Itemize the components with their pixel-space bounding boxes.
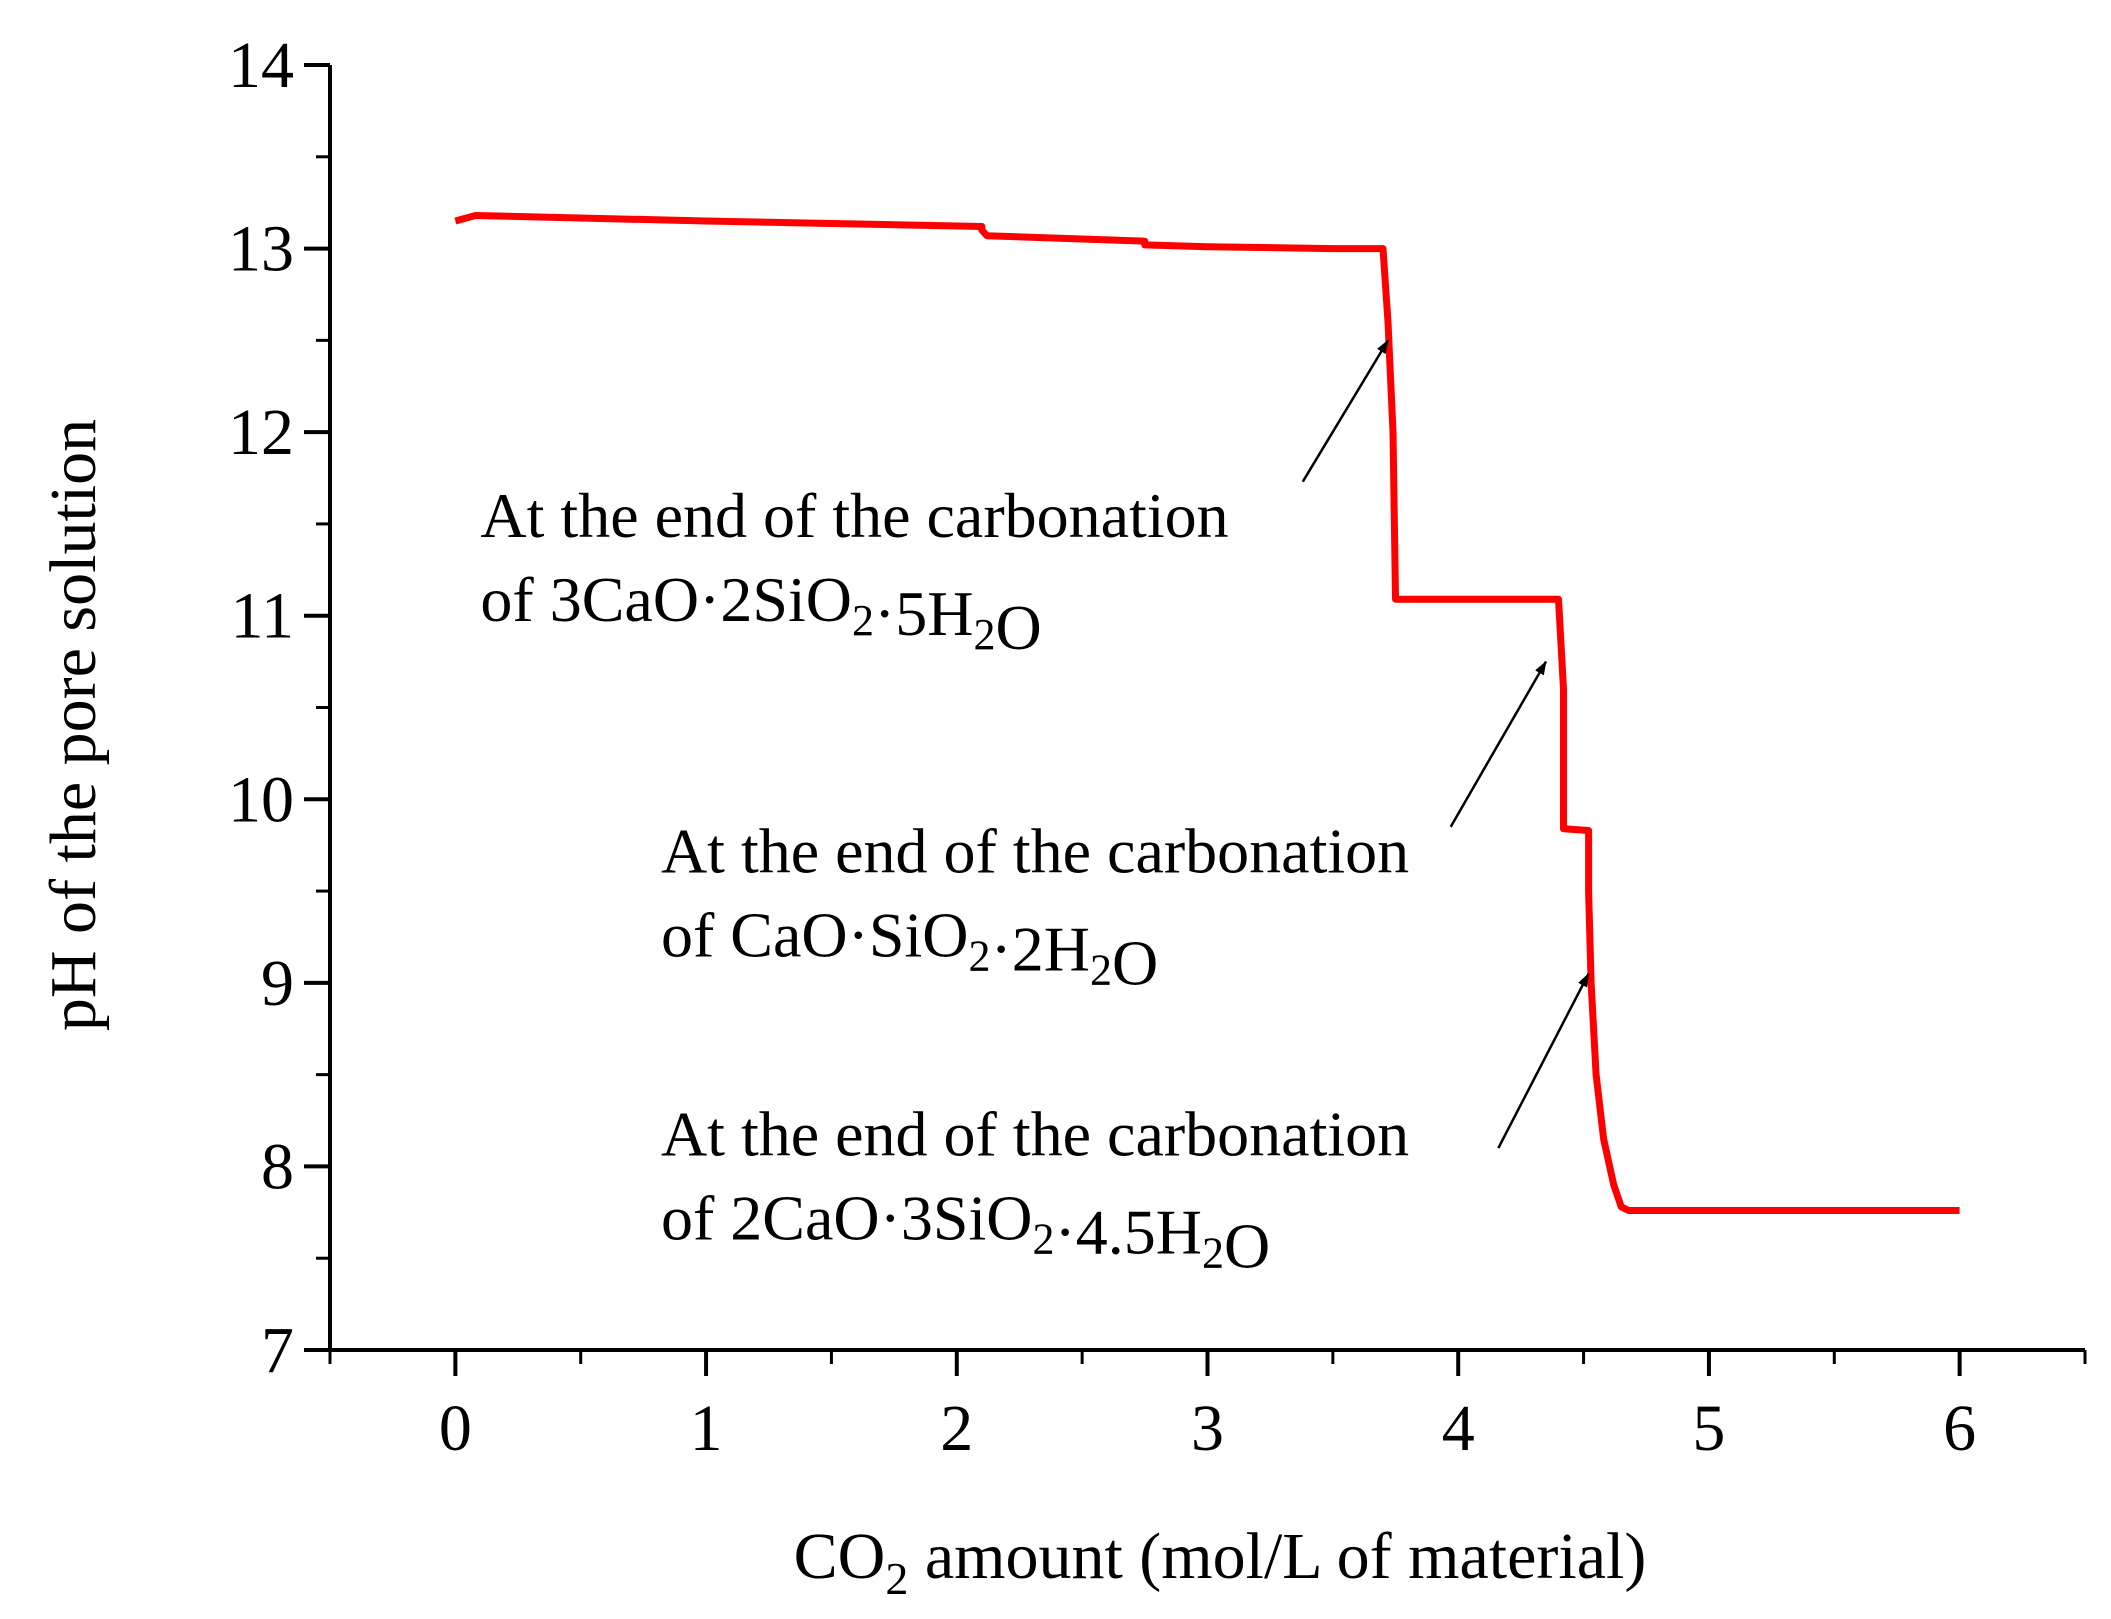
x-tick-label: 6 — [1943, 1392, 1976, 1465]
plot-area — [454, 212, 1960, 1214]
annotation-line2: of 2CaO·3SiO2·4.5H2O — [661, 1182, 1270, 1281]
x-tick-label: 3 — [1191, 1392, 1224, 1465]
y-tick-label: 9 — [261, 947, 294, 1020]
annotation-arrow — [1497, 972, 1590, 1149]
y-tick-label: 7 — [261, 1314, 294, 1387]
annotation-line1: At the end of the carbonation — [661, 1098, 1409, 1169]
x-tick-label: 2 — [940, 1392, 973, 1465]
annotation-2: At the end of the carbonation of CaO·SiO2… — [661, 660, 1548, 999]
y-axis-title: pH of the pore solution — [37, 419, 110, 1031]
annotation-line2: of CaO·SiO2·2H2O — [661, 900, 1158, 999]
annotation-arrow — [1449, 660, 1548, 828]
x-tick-label: 4 — [1442, 1392, 1475, 1465]
series-line — [454, 212, 1960, 1214]
annotation-3: At the end of the carbonation of 2CaO·3Si… — [661, 972, 1590, 1281]
y-tick-label: 12 — [228, 396, 294, 469]
y-tick-label: 13 — [228, 213, 294, 286]
x-tick-label: 0 — [439, 1392, 472, 1465]
annotation-1: At the end of the carbonation of 3CaO·2Si… — [480, 339, 1390, 663]
y-tick-label: 14 — [228, 29, 294, 102]
y-tick-label: 10 — [228, 763, 294, 836]
annotation-line1: At the end of the carbonation — [661, 816, 1409, 887]
y-tick-label: 8 — [261, 1130, 294, 1203]
y-tick-label: 11 — [230, 580, 294, 653]
x-axis-title: CO2 amount (mol/L of material) — [794, 1520, 1647, 1604]
annotation-arrow — [1301, 339, 1390, 483]
annotation-line2: of 3CaO·2SiO2·5H2O — [480, 564, 1041, 663]
annotation-line1: At the end of the carbonation — [480, 480, 1228, 551]
annotations: At the end of the carbonation of 3CaO·2Si… — [480, 339, 1590, 1281]
x-tick-label: 5 — [1692, 1392, 1725, 1465]
x-tick-label: 1 — [690, 1392, 723, 1465]
